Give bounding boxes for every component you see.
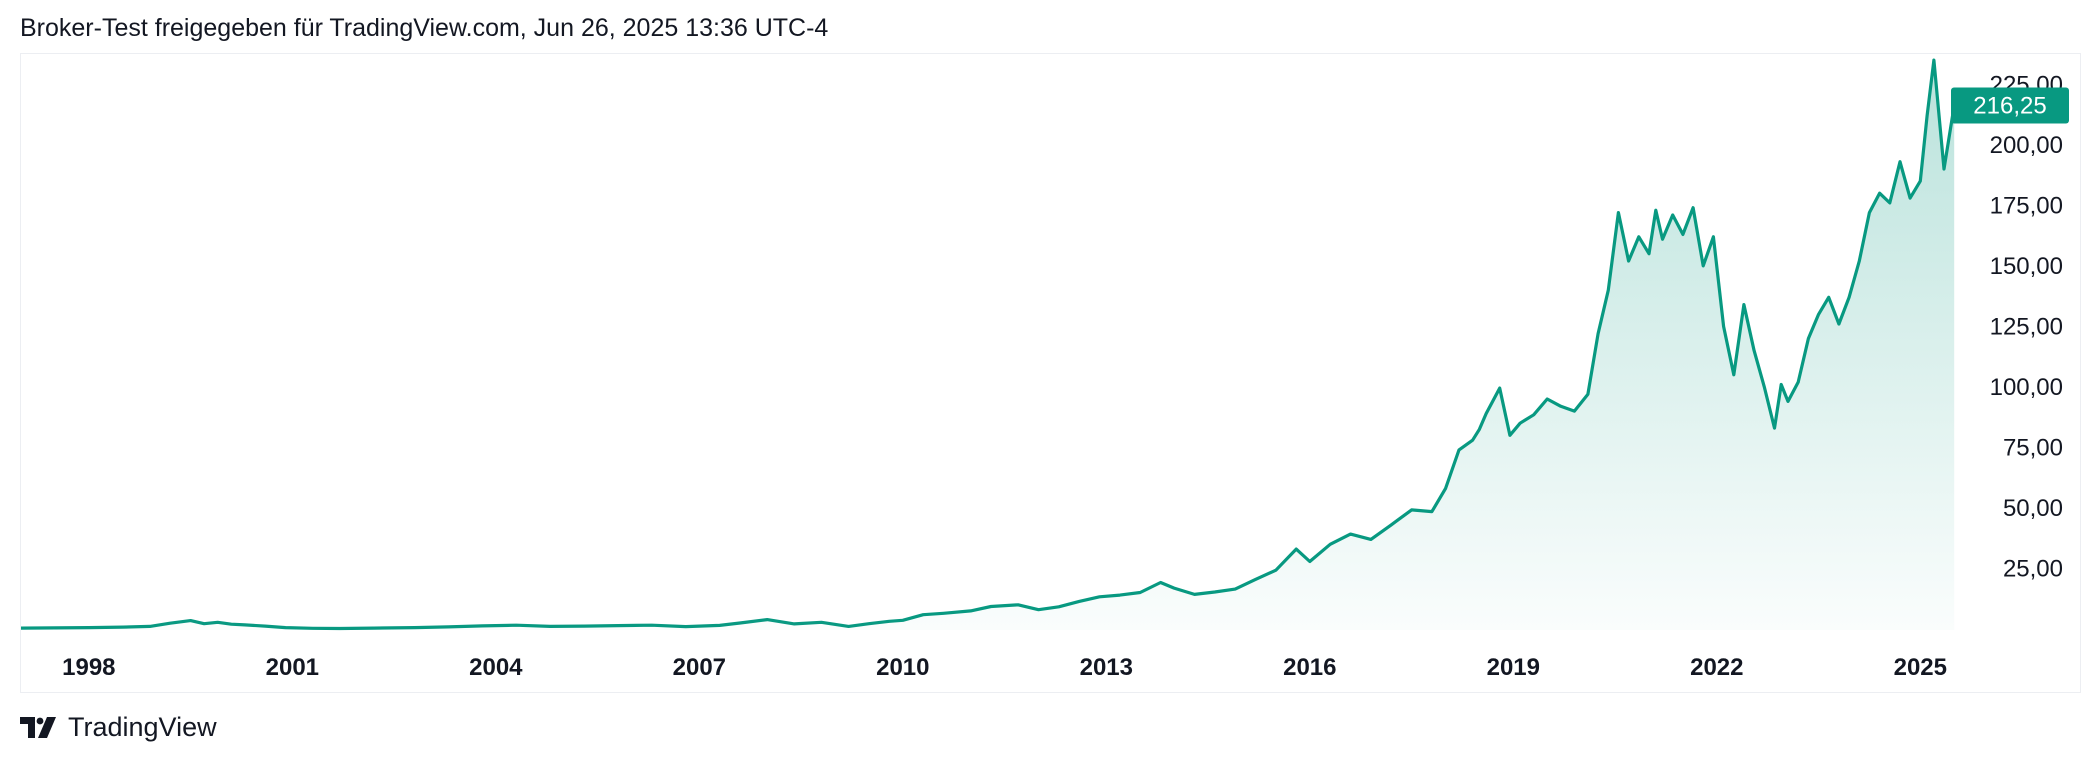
x-tick-label: 2025 [1894,654,1947,681]
last-price-label: 216,25 [1973,92,2046,119]
y-tick-label: 150,00 [1990,253,2063,280]
y-tick-label: 125,00 [1990,313,2063,340]
y-tick-label: 200,00 [1990,132,2063,159]
x-tick-label: 2001 [266,654,319,681]
chart-caption: Broker-Test freigegeben für TradingView.… [20,14,829,42]
x-tick-label: 2007 [673,654,726,681]
price-line [21,58,1956,631]
x-tick-label: 2019 [1487,654,1540,681]
chart-area[interactable]: 25,00 50,00 75,00 100,00 125,00 150,00 175,00 2… [20,53,2081,693]
tradingview-logo-icon[interactable] [20,716,58,739]
y-tick-label: 50,00 [2003,495,2063,522]
last-price-badge [1951,87,2069,124]
y-tick-label: 100,00 [1990,374,2063,401]
y-tick-label: 25,00 [2003,556,2063,583]
x-tick-label: 2010 [876,654,929,681]
x-tick-label: 2013 [1080,654,1133,681]
price-area-fill [21,60,1955,631]
x-tick-label: 2004 [469,654,523,681]
y-tick-label: 75,00 [2003,434,2063,461]
price-chart[interactable]: 25,00 50,00 75,00 100,00 125,00 150,00 175,00 2… [21,54,2080,692]
x-tick-label: 2022 [1690,654,1743,681]
y-tick-label: 175,00 [1990,192,2063,219]
footer: TradingView [20,712,217,743]
x-tick-label: 1998 [62,654,115,681]
tradingview-brand-text[interactable]: TradingView [68,712,217,742]
x-tick-label: 2016 [1283,654,1336,681]
